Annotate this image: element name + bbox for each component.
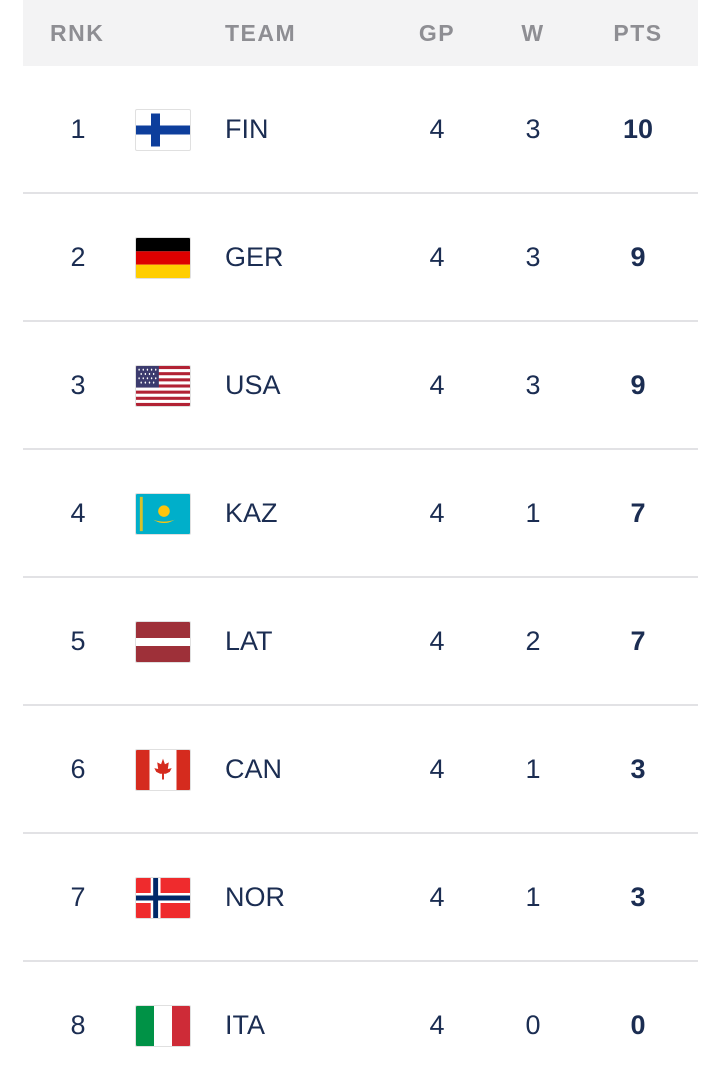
gp-cell: 4	[429, 882, 445, 912]
rank-cell: 2	[70, 242, 86, 272]
wins-cell: 3	[525, 242, 541, 272]
italy-flag-icon	[135, 1005, 191, 1047]
wins-cell: 2	[525, 626, 541, 656]
wins-cell: 3	[525, 370, 541, 400]
team-cell[interactable]: KAZ	[225, 498, 278, 528]
rank-cell: 8	[70, 1010, 86, 1040]
finland-flag-icon	[135, 109, 191, 151]
wins-cell: 1	[525, 498, 541, 528]
standings-table: RNK TEAM GP W PTS 1 FIN 4 3 10 2 GER 4 3…	[23, 0, 698, 1090]
points-cell: 3	[630, 754, 646, 784]
table-row[interactable]: 6 CAN 4 1 3	[23, 706, 698, 834]
germany-flag-icon	[135, 237, 191, 279]
points-cell: 7	[630, 498, 646, 528]
usa-flag-icon	[135, 365, 191, 407]
table-row[interactable]: 5 LAT 4 2 7	[23, 578, 698, 706]
table-row[interactable]: 3 USA 4 3 9	[23, 322, 698, 450]
points-cell: 3	[630, 882, 646, 912]
table-row[interactable]: 7 NOR 4 1 3	[23, 834, 698, 962]
table-header: RNK TEAM GP W PTS	[23, 0, 698, 66]
wins-cell: 1	[525, 754, 541, 784]
points-cell: 10	[622, 114, 654, 144]
canada-flag-icon	[135, 749, 191, 791]
gp-cell: 4	[429, 498, 445, 528]
wins-cell: 3	[525, 114, 541, 144]
header-wins[interactable]: W	[521, 20, 545, 46]
wins-cell: 0	[525, 1010, 541, 1040]
table-row[interactable]: 2 GER 4 3 9	[23, 194, 698, 322]
norway-flag-icon	[135, 877, 191, 919]
team-cell[interactable]: CAN	[225, 754, 283, 784]
gp-cell: 4	[429, 370, 445, 400]
team-cell[interactable]: NOR	[225, 882, 285, 912]
rank-cell: 5	[70, 626, 86, 656]
gp-cell: 4	[429, 242, 445, 272]
points-cell: 9	[630, 242, 646, 272]
wins-cell: 1	[525, 882, 541, 912]
rank-cell: 4	[70, 498, 86, 528]
rank-cell: 6	[70, 754, 86, 784]
points-cell: 0	[630, 1010, 646, 1040]
gp-cell: 4	[429, 626, 445, 656]
rank-cell: 1	[70, 114, 86, 144]
team-cell[interactable]: FIN	[225, 114, 269, 144]
team-cell[interactable]: LAT	[225, 626, 273, 656]
team-cell[interactable]: ITA	[225, 1010, 265, 1040]
table-row[interactable]: 8 ITA 4 0 0	[23, 962, 698, 1090]
header-gp[interactable]: GP	[418, 20, 456, 46]
header-team[interactable]: TEAM	[225, 20, 297, 46]
latvia-flag-icon	[135, 621, 191, 663]
rank-cell: 7	[70, 882, 86, 912]
rank-cell: 3	[70, 370, 86, 400]
gp-cell: 4	[429, 754, 445, 784]
points-cell: 7	[630, 626, 646, 656]
table-row[interactable]: 4 KAZ 4 1 7	[23, 450, 698, 578]
team-cell[interactable]: GER	[225, 242, 284, 272]
team-cell[interactable]: USA	[225, 370, 281, 400]
table-row[interactable]: 1 FIN 4 3 10	[23, 66, 698, 194]
points-cell: 9	[630, 370, 646, 400]
header-rank[interactable]: RNK	[50, 20, 105, 46]
gp-cell: 4	[429, 114, 445, 144]
header-points[interactable]: PTS	[613, 20, 663, 46]
gp-cell: 4	[429, 1010, 445, 1040]
kazakhstan-flag-icon	[135, 493, 191, 535]
